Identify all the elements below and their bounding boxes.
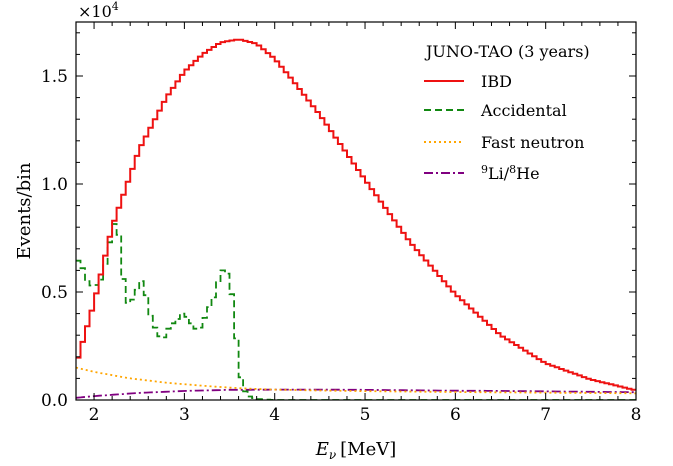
x-axis-label-main: E <box>315 439 329 460</box>
x-tick-label: 2 <box>89 405 100 425</box>
y-tick-label: 1.0 <box>41 175 68 195</box>
x-tick-label: 3 <box>179 405 190 425</box>
legend: JUNO-TAO (3 years) IBD Accidental Fast n… <box>424 42 590 183</box>
x-axis-label-unit: [MeV] <box>340 439 396 460</box>
ticks-layer: 2 3 4 5 6 7 8 0.0 0.5 1.0 1.5 <box>41 22 641 425</box>
legend-label-li-he-sup2: 8 <box>509 163 516 176</box>
y-tick-label: 0.0 <box>41 391 68 411</box>
x-tick-label: 4 <box>269 405 280 425</box>
x-tick-label: 7 <box>540 405 551 425</box>
legend-label-ibd: IBD <box>481 72 512 91</box>
series-line-9li-8he <box>76 388 636 399</box>
series-line-ibd <box>76 38 636 391</box>
legend-label-li-he-end: He <box>516 164 539 183</box>
x-axis-label: Eν [MeV] <box>315 439 397 462</box>
y-multiplier-base: ×10 <box>78 2 112 21</box>
x-tick-label: 8 <box>631 405 642 425</box>
x-tick-label: 6 <box>450 405 461 425</box>
legend-label-fast-neutron: Fast neutron <box>481 133 584 152</box>
y-multiplier-exp: 4 <box>112 0 119 13</box>
legend-title: JUNO-TAO (3 years) <box>424 42 590 61</box>
x-tick-label: 5 <box>360 405 371 425</box>
series-layer <box>76 38 636 400</box>
series-line-fast-neutron <box>76 366 636 395</box>
plot-frame <box>75 21 637 401</box>
y-tick-label: 0.5 <box>41 283 68 303</box>
legend-label-li-he-sup1: 9 <box>481 163 488 176</box>
y-tick-label: 1.5 <box>41 67 68 87</box>
legend-label-li-he: 9Li/8He <box>481 163 540 183</box>
legend-label-li-he-mid: Li/ <box>488 164 510 183</box>
plot-area <box>76 22 636 400</box>
x-axis-label-sub: ν <box>329 448 336 462</box>
legend-label-accidental: Accidental <box>480 101 567 120</box>
y-axis-label: Events/bin <box>14 162 35 259</box>
y-multiplier: ×104 <box>78 0 119 21</box>
